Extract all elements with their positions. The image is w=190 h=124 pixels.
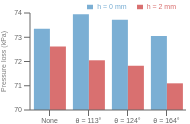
svg-text:θ = 113°: θ = 113° (76, 117, 102, 124)
svg-text:θ = 124°: θ = 124° (114, 117, 141, 124)
html-text:h = 2 mm: h = 2 mm (146, 3, 176, 10)
svg-text:None: None (41, 117, 58, 124)
svg-text:72: 72 (14, 58, 22, 65)
svg-text:70: 70 (14, 106, 22, 113)
svg-text:74: 74 (14, 9, 22, 16)
svg-text:71: 71 (14, 82, 22, 89)
svg-text:θ = 164°: θ = 164° (153, 117, 180, 124)
svg-text:73: 73 (14, 34, 22, 41)
svg-text:Pressure loss (kPa): Pressure loss (kPa) (8, 31, 9, 92)
html-text:h = 0 mm: h = 0 mm (97, 3, 127, 10)
